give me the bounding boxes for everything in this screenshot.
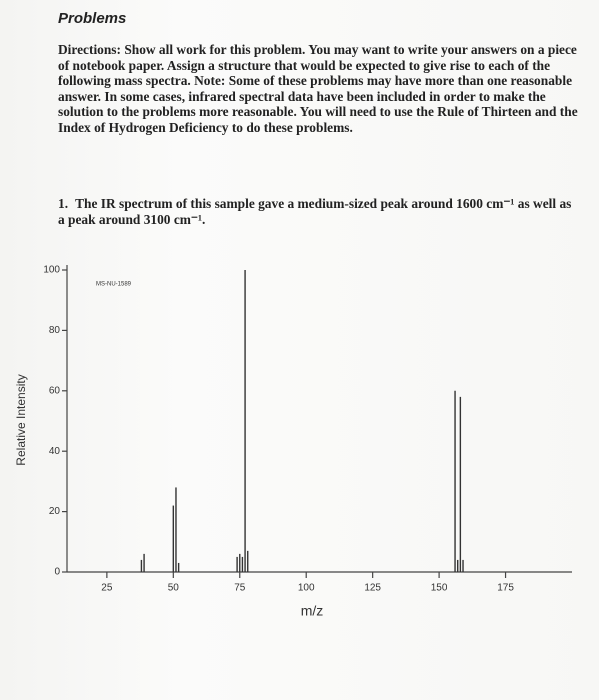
x-tick-label: 75	[234, 583, 246, 594]
y-tick-label: 100	[43, 265, 60, 276]
y-tick-label: 0	[54, 567, 60, 578]
y-tick-label: 80	[49, 325, 61, 336]
question-text: The IR spectrum of this sample gave a me…	[58, 196, 572, 227]
question-number: 1.	[58, 196, 69, 211]
x-tick-label: 100	[298, 583, 315, 594]
y-tick-label: 60	[49, 385, 61, 396]
x-tick-label: 25	[101, 583, 113, 594]
heading: Problems	[58, 10, 127, 27]
x-axis-label: m/z	[301, 603, 324, 619]
x-tick-label: 125	[364, 583, 381, 594]
y-tick-label: 40	[49, 446, 61, 457]
y-axis-label: Relative Intensity	[14, 374, 28, 465]
spectrum-id: MS-NU-1589	[96, 282, 132, 288]
x-tick-label: 175	[497, 583, 514, 594]
question: 1. The IR spectrum of this sample gave a…	[58, 196, 578, 228]
y-tick-label: 20	[49, 506, 61, 517]
x-tick-label: 150	[431, 583, 448, 594]
directions: Directions: Show all work for this probl…	[58, 42, 578, 135]
x-tick-label: 50	[168, 583, 180, 594]
